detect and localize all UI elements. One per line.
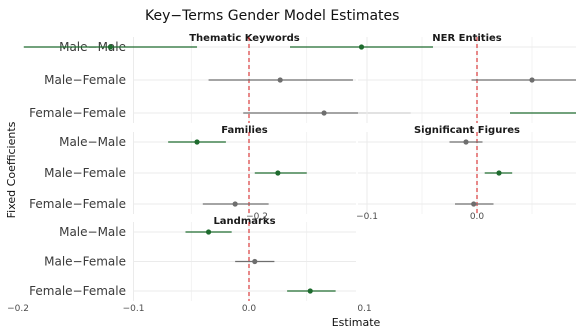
panel-title: Thematic Keywords	[189, 33, 300, 44]
panel-title: Landmarks	[213, 216, 275, 227]
category-label: Female−Female	[29, 197, 126, 211]
x-tick-label: 0.0	[470, 212, 485, 222]
estimate-point	[463, 139, 469, 145]
category-label: Female−Female	[29, 284, 126, 298]
estimate-point	[252, 258, 258, 265]
x-axis-title: Estimate	[332, 316, 381, 329]
estimate-point	[205, 229, 212, 235]
category-label: Male−Female	[44, 166, 126, 180]
x-tick-label: 0.0	[242, 304, 257, 314]
estimate-point	[275, 170, 281, 176]
panel-title: Families	[221, 125, 267, 136]
estimate-point	[358, 44, 365, 50]
estimate-point	[496, 170, 502, 176]
x-tick-label: −0.2	[7, 304, 29, 314]
chart-title: Key−Terms Gender Model Estimates	[145, 8, 399, 24]
y-axis-title: Fixed Coefficients	[5, 121, 18, 218]
category-label: Male−Male	[59, 225, 126, 239]
x-tick-label: −0.2	[246, 212, 268, 222]
x-tick-label: 0.1	[357, 304, 371, 314]
estimate-point	[307, 288, 313, 294]
category-label: Female−Female	[29, 106, 126, 120]
x-tick-label: −0.1	[123, 304, 145, 314]
estimate-point	[529, 77, 535, 83]
estimate-point	[107, 44, 113, 50]
category-label: Male−Female	[44, 255, 126, 269]
category-label: Male−Female	[44, 73, 126, 87]
category-label: Male−Male	[59, 135, 126, 149]
panel-title: NER Entities	[432, 33, 502, 44]
x-tick-label: −0.1	[356, 212, 378, 222]
estimate-point	[277, 77, 283, 83]
estimate-point	[471, 201, 477, 207]
estimate-point	[232, 201, 238, 207]
panel-title: Significant Figures	[414, 125, 520, 136]
estimate-point	[321, 110, 327, 116]
estimate-point	[194, 139, 200, 145]
